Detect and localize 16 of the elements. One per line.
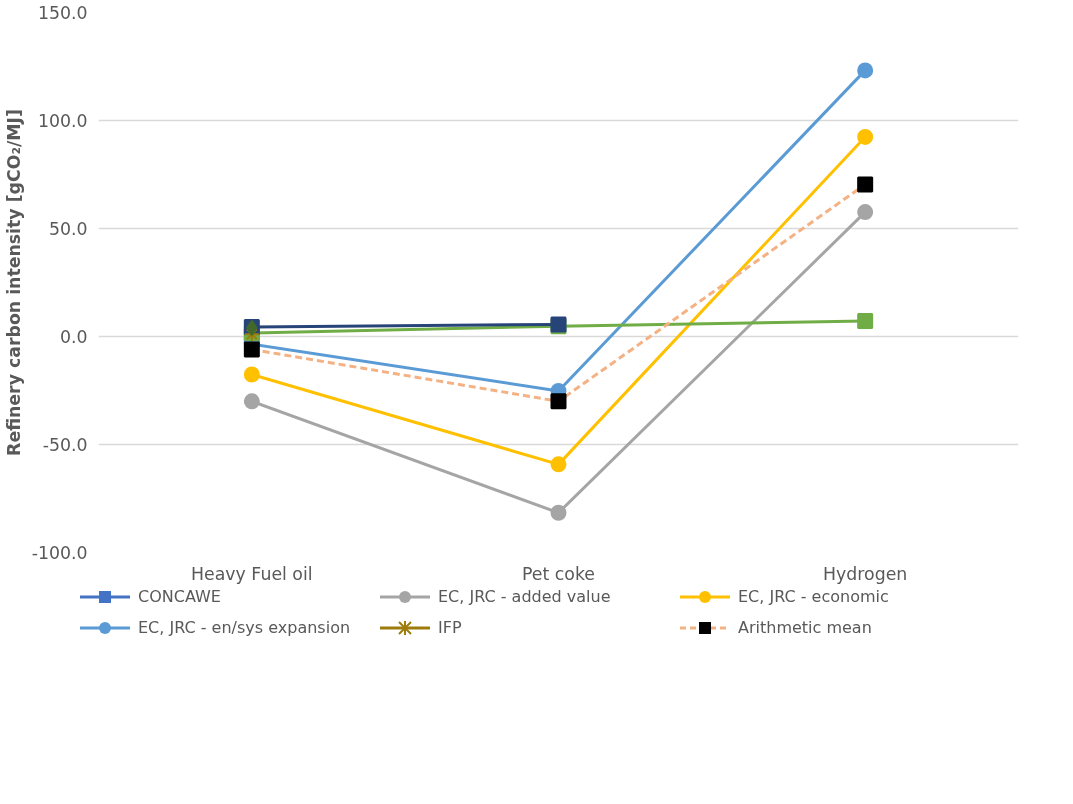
y-tick-label: 0.0 bbox=[59, 327, 88, 347]
y-tick-label: -100.0 bbox=[31, 543, 88, 563]
legend-label: EC, JRC - added value bbox=[438, 586, 611, 608]
legend-label: CONCAWE bbox=[138, 586, 221, 608]
x-tick-label: Hydrogen bbox=[823, 563, 908, 584]
y-tick-label: 50.0 bbox=[48, 219, 88, 239]
y-tick-label: -50.0 bbox=[42, 435, 88, 455]
legend-label: Arithmetic mean bbox=[738, 616, 872, 639]
y-tick-label: 100.0 bbox=[37, 111, 88, 131]
y-axis-title: Refinery carbon intensity [gCO₂/MJ] bbox=[3, 109, 24, 456]
x-tick-label: Heavy Fuel oil bbox=[191, 563, 313, 584]
legend-label: IFP bbox=[438, 616, 462, 639]
legend-label: EC, JRC - economic bbox=[738, 586, 889, 608]
y-tick-label: 150.0 bbox=[37, 3, 88, 23]
x-tick-label: Pet coke bbox=[522, 563, 596, 584]
legend-label: EC, JRC - en/sys expansion bbox=[138, 616, 351, 639]
